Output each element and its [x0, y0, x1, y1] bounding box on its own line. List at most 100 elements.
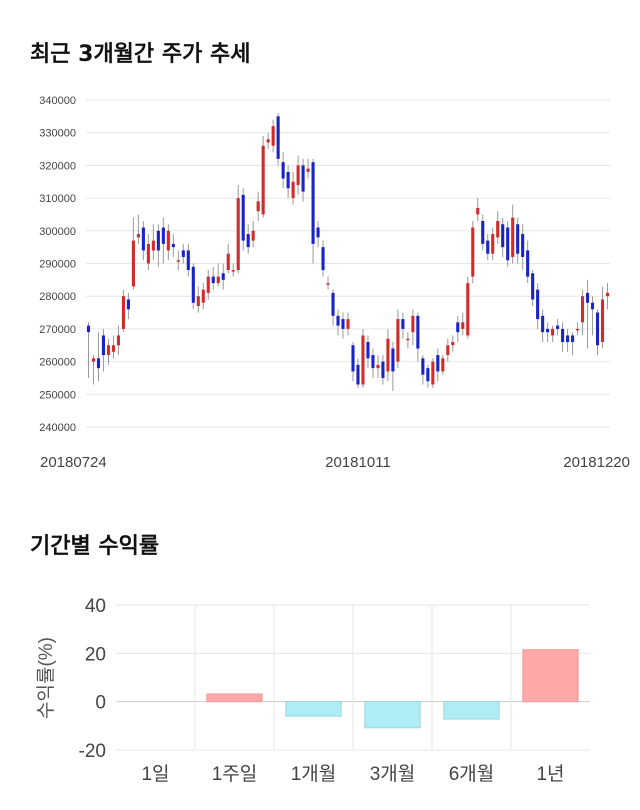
candle-body	[101, 335, 106, 356]
candle	[566, 328, 570, 352]
candle-body	[156, 230, 160, 251]
candle-body	[226, 253, 230, 271]
candle	[281, 152, 285, 189]
candle	[496, 211, 500, 244]
candle-body	[231, 270, 235, 272]
candle-body	[151, 240, 155, 251]
candle-body	[416, 315, 420, 349]
candle	[456, 315, 460, 342]
candle-body	[501, 224, 505, 248]
candle	[101, 328, 106, 372]
candle	[341, 312, 345, 339]
candle-body	[191, 266, 195, 303]
candle	[326, 276, 330, 290]
candle-body	[396, 319, 400, 362]
candle-body	[186, 250, 190, 271]
candle	[311, 158, 315, 264]
return-bar	[206, 693, 263, 703]
candle-body	[221, 273, 225, 280]
candle-body	[441, 358, 445, 372]
candle-body	[581, 296, 585, 323]
candle	[401, 312, 405, 339]
candle-body	[251, 230, 255, 241]
candle	[156, 224, 160, 267]
price-trend-title: 최근 3개월간 주가 추세	[30, 42, 251, 67]
candle	[501, 217, 505, 257]
candle	[351, 341, 355, 382]
candle	[171, 234, 175, 257]
candle	[506, 220, 510, 267]
candle	[436, 348, 440, 382]
candle-body	[241, 194, 245, 241]
candlestick-chart: 340000 330000 320000 310000 300000 290000 2800…	[39, 95, 630, 471]
candle	[536, 283, 540, 329]
bar-y-tick-label: -20	[79, 741, 106, 762]
candle	[141, 220, 145, 261]
candle-body	[216, 276, 220, 284]
candle	[316, 220, 320, 248]
candle-body	[256, 201, 260, 212]
candle-body	[571, 335, 575, 342]
candle-body	[171, 243, 175, 248]
period-return-title: 기간별 수익률	[30, 534, 160, 559]
bar-x-tick-label: 1년	[536, 763, 564, 785]
candle-body	[136, 234, 140, 238]
candle	[346, 312, 350, 336]
candle-body	[261, 145, 265, 215]
candle	[451, 335, 455, 352]
candle-body	[286, 171, 290, 189]
candle	[166, 224, 170, 261]
bar-x-axis: 1일 1주일 1개월 3개월 6개월 1년	[141, 763, 564, 785]
candle-body	[456, 322, 460, 333]
candle-body	[211, 276, 215, 284]
candle	[246, 224, 250, 254]
candle	[471, 220, 475, 284]
candle-body	[431, 361, 435, 385]
candle-body	[351, 345, 355, 372]
candle-body	[471, 227, 475, 277]
candle	[581, 289, 585, 336]
candle	[291, 171, 295, 205]
candle	[176, 250, 180, 271]
candle-y-tick-label: 310000	[39, 193, 76, 205]
bar-y-tick-label: 40	[85, 596, 106, 617]
candle	[466, 276, 470, 339]
candle	[161, 217, 165, 264]
candle-body	[526, 250, 530, 277]
candle	[321, 240, 325, 277]
candle-body	[406, 338, 410, 341]
candle-body	[536, 289, 540, 320]
candle-body	[491, 234, 495, 254]
candle	[516, 217, 520, 264]
return-bar	[522, 649, 579, 703]
candle	[91, 355, 96, 385]
return-bar	[285, 701, 342, 717]
candle	[296, 155, 300, 195]
candle	[306, 158, 310, 179]
candle	[121, 289, 125, 333]
candle	[86, 322, 91, 378]
candle-body	[371, 355, 375, 369]
candle	[446, 338, 450, 362]
candle-body	[561, 328, 565, 342]
candle-x-tick-label: 20180724	[40, 454, 107, 471]
candle-body	[91, 358, 96, 362]
candle-body	[426, 368, 430, 382]
candle	[590, 296, 595, 336]
candle-body	[356, 364, 360, 385]
candle-body	[546, 328, 550, 333]
candle-body	[291, 181, 295, 199]
return-bar	[443, 701, 500, 720]
bar-y-axis-label: 수익률(%)	[35, 637, 57, 719]
candle	[236, 185, 240, 274]
candle-body	[116, 335, 120, 346]
candle	[576, 322, 580, 336]
candle-body	[301, 165, 305, 192]
bar-y-axis: 40 20 0 -20	[79, 596, 106, 762]
candle-body	[391, 348, 395, 372]
candle-body	[421, 358, 425, 375]
candle	[226, 243, 230, 274]
candle-body	[600, 299, 605, 342]
candle-gridlines	[86, 99, 610, 428]
candle-body	[276, 116, 280, 159]
